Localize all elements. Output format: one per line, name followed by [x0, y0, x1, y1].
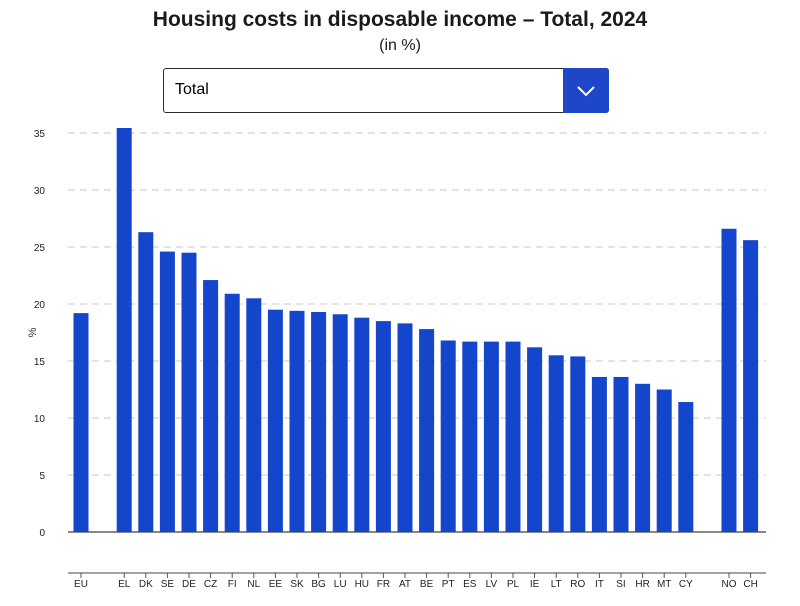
- x-tick-label-no: NO: [722, 579, 737, 590]
- x-tick-label-dk: DK: [139, 579, 153, 590]
- x-tick-label-cy: CY: [679, 579, 693, 590]
- indicator-select[interactable]: Total: [163, 68, 609, 113]
- x-tick-label-de: DE: [182, 579, 196, 590]
- bar-bg[interactable]: [311, 311, 327, 532]
- x-tick-label-nl: NL: [247, 579, 260, 590]
- bar-se[interactable]: [159, 251, 175, 532]
- bar-si[interactable]: [613, 376, 629, 532]
- x-tick-label-be: BE: [420, 579, 434, 590]
- bar-hu[interactable]: [354, 317, 370, 532]
- y-tick-label: 35: [34, 129, 46, 140]
- x-tick-label-at: AT: [399, 579, 411, 590]
- bar-de[interactable]: [181, 252, 197, 532]
- x-tick-label-it: IT: [595, 579, 604, 590]
- x-tick-label-pt: PT: [442, 579, 455, 590]
- bar-lv[interactable]: [483, 341, 499, 532]
- x-tick-label-el: EL: [118, 579, 131, 590]
- bar-dk[interactable]: [138, 232, 154, 532]
- y-tick-label: 20: [34, 300, 46, 311]
- bar-it[interactable]: [591, 376, 607, 532]
- bar-es[interactable]: [462, 341, 478, 532]
- x-tick-label-lu: LU: [334, 579, 347, 590]
- y-axis-ticks: 0 5 10 15 20 25 30 35: [34, 129, 46, 539]
- x-tick-label-hu: HU: [355, 579, 369, 590]
- dropdown-toggle-button[interactable]: [563, 68, 609, 113]
- bars: [73, 128, 759, 533]
- x-tick-label-ro: RO: [570, 579, 585, 590]
- bar-be[interactable]: [419, 329, 435, 532]
- x-tick-label-es: ES: [463, 579, 477, 590]
- y-tick-label: 25: [34, 243, 46, 254]
- bar-at[interactable]: [397, 323, 413, 532]
- bar-lu[interactable]: [332, 314, 348, 532]
- y-tick-label: 30: [34, 186, 46, 197]
- x-axis-labels: EU EL DK SE DE CZ FI NL EE SK BG LU HU FR AT BE PT ES LV PL…: [74, 573, 758, 590]
- bar-ro[interactable]: [570, 356, 586, 532]
- bar-ch[interactable]: [743, 240, 759, 532]
- x-tick-label-pl: PL: [507, 579, 520, 590]
- bar-fi[interactable]: [224, 293, 240, 532]
- bar-fr[interactable]: [375, 321, 391, 532]
- x-tick-label-lt: LT: [551, 579, 562, 590]
- x-tick-label-fi: FI: [228, 579, 237, 590]
- bar-hr[interactable]: [635, 383, 651, 532]
- y-tick-label: 5: [39, 471, 45, 482]
- x-tick-label-hr: HR: [635, 579, 649, 590]
- bar-no[interactable]: [721, 228, 737, 532]
- y-tick-label: 0: [39, 528, 45, 539]
- bar-ie[interactable]: [527, 347, 543, 532]
- bar-nl[interactable]: [246, 298, 262, 532]
- x-tick-label-sk: SK: [290, 579, 304, 590]
- bar-eu[interactable]: [73, 313, 89, 532]
- x-tick-label-eu: EU: [74, 579, 88, 590]
- indicator-select-value: Total: [175, 81, 209, 98]
- bar-mt[interactable]: [656, 389, 672, 533]
- bar-lt[interactable]: [548, 355, 564, 532]
- x-tick-label-mt: MT: [657, 579, 671, 590]
- bar-cz[interactable]: [203, 280, 219, 532]
- bar-cy[interactable]: [678, 402, 694, 532]
- y-tick-label: 15: [34, 357, 46, 368]
- y-axis-label: %: [27, 327, 39, 337]
- x-tick-label-lv: LV: [486, 579, 498, 590]
- x-tick-label-ie: IE: [530, 579, 540, 590]
- bar-el[interactable]: [116, 128, 132, 532]
- x-tick-label-fr: FR: [377, 579, 390, 590]
- x-tick-label-bg: BG: [311, 579, 326, 590]
- x-tick-label-ee: EE: [269, 579, 283, 590]
- y-tick-label: 10: [34, 414, 46, 425]
- x-tick-label-cz: CZ: [204, 579, 217, 590]
- chart-title: Housing costs in disposable income – Tot…: [152, 8, 648, 31]
- bar-pl[interactable]: [505, 341, 521, 532]
- x-tick-label-si: SI: [616, 579, 625, 590]
- bar-ee[interactable]: [267, 309, 283, 532]
- x-tick-label-se: SE: [161, 579, 175, 590]
- bar-pt[interactable]: [440, 340, 456, 532]
- chart-subtitle: (in %): [379, 37, 421, 54]
- x-tick-label-ch: CH: [743, 579, 757, 590]
- chevron-down-icon: [577, 85, 595, 96]
- bar-sk[interactable]: [289, 310, 305, 532]
